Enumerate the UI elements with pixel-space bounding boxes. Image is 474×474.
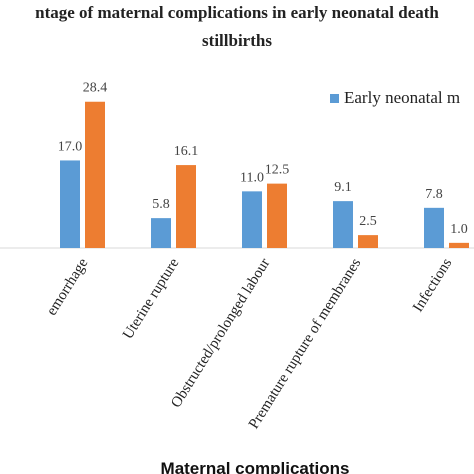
x-tick-label: Infections	[410, 256, 455, 315]
value-label: 7.8	[425, 187, 443, 202]
value-label: 5.8	[152, 197, 170, 212]
bar	[60, 160, 80, 248]
x-tick-label: Uterine rupture	[120, 255, 183, 342]
bar	[358, 235, 378, 248]
value-label: 2.5	[359, 214, 377, 229]
bar	[333, 201, 353, 248]
bar	[176, 165, 196, 248]
x-tick-label: emorrhage	[44, 255, 92, 318]
x-tick-label: Premature rupture of membranes	[246, 256, 364, 432]
value-label: 12.5	[265, 163, 290, 178]
chart-title: stillbirths	[202, 31, 272, 50]
bar	[85, 101, 105, 249]
value-label: 16.1	[174, 144, 199, 159]
chart-title: ntage of maternal complications in early…	[35, 3, 439, 22]
value-label: 28.4	[83, 81, 108, 96]
value-label: 17.0	[58, 139, 83, 154]
value-label: 11.0	[240, 170, 264, 185]
bar	[267, 183, 287, 248]
bar	[151, 218, 171, 248]
bar	[424, 207, 444, 248]
x-axis-label: Maternal complications	[161, 459, 350, 474]
bar	[449, 242, 469, 248]
legend-swatch	[330, 94, 339, 103]
bar	[242, 191, 262, 248]
value-label: 9.1	[334, 180, 352, 195]
value-label: 1.0	[450, 222, 468, 237]
x-tick-label: Obstructed/prolonged labour	[168, 256, 273, 411]
legend-label: Early neonatal m	[344, 88, 460, 107]
